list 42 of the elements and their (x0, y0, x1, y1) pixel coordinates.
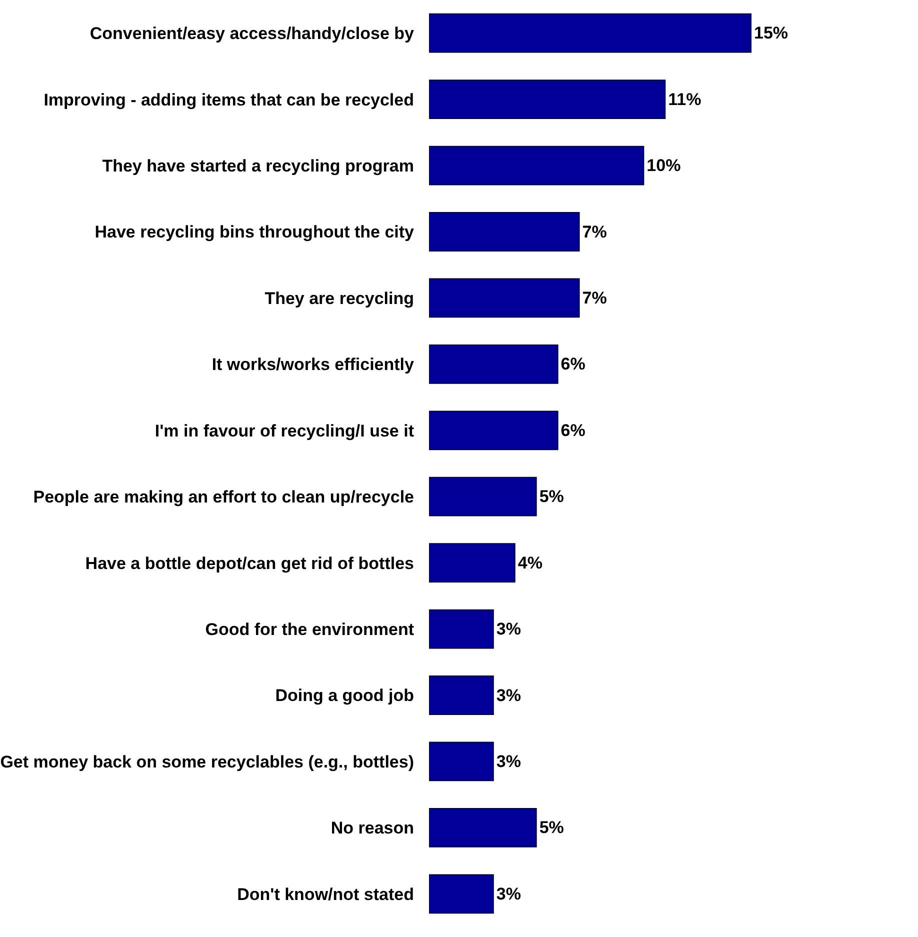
bar (429, 808, 537, 848)
data-label: 6% (560, 420, 586, 440)
y-tick-label: It works/works efficiently (212, 355, 415, 374)
data-label: 4% (518, 553, 542, 572)
y-tick-label: Get money back on some recyclables (e.g., bottles) (0, 752, 414, 772)
bar (429, 676, 494, 715)
y-tick-label: Don't know/not stated (237, 884, 414, 904)
bar (429, 146, 644, 186)
y-tick-label: Good for the environment (205, 620, 414, 639)
data-label: 3% (496, 884, 521, 904)
data-label: 7% (582, 288, 607, 308)
bar (429, 278, 580, 318)
bar (429, 212, 580, 252)
bar (429, 609, 494, 649)
bar (429, 543, 516, 583)
y-tick-label: They have started a recycling program (102, 156, 414, 176)
data-label: 3% (496, 752, 521, 771)
data-label: 15% (754, 24, 788, 43)
data-label: 5% (539, 487, 564, 506)
data-label: 7% (582, 222, 607, 242)
y-tick-label: Have a bottle depot/can get rid of bottles (85, 554, 414, 573)
y-tick-label: Convenient/easy access/handy/close by (90, 24, 415, 44)
y-tick-label: People are making an effort to clean up/recycle (33, 488, 414, 507)
y-tick-label: Doing a good job (275, 686, 414, 706)
y-tick-label: I'm in favour of recycling/I use it (154, 421, 414, 440)
data-label: 3% (496, 686, 521, 705)
bar (429, 80, 666, 120)
data-label: 10% (646, 156, 681, 176)
bar (429, 344, 558, 384)
bar (429, 742, 494, 782)
data-label: 6% (560, 354, 586, 374)
y-tick-label: Improving - adding items that can be recycled (44, 90, 414, 110)
data-label: 3% (496, 620, 521, 639)
y-tick-label: No reason (330, 818, 414, 838)
data-label: 5% (539, 818, 564, 838)
bar (429, 410, 558, 450)
data-label: 11% (668, 90, 702, 109)
bar (429, 13, 752, 53)
bar (429, 476, 537, 516)
y-tick-label: Have recycling bins throughout the city (94, 222, 415, 242)
bar (429, 874, 494, 914)
y-tick-label: They are recycling (264, 288, 414, 308)
